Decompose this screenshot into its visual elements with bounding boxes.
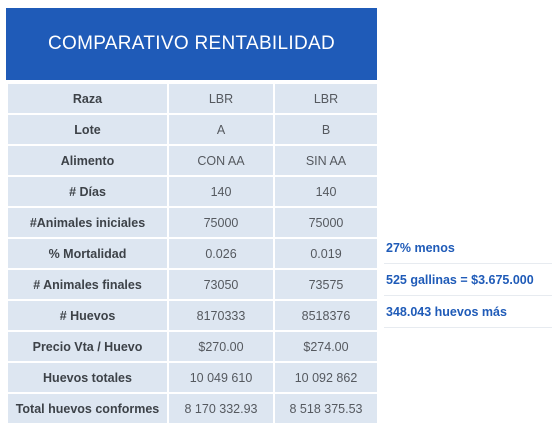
table-row: # Días 140 140 (6, 175, 379, 208)
note-mortality: 27% menos (384, 232, 552, 264)
row-label: Precio Vta / Huevo (6, 330, 169, 363)
cell-lote-a: 0.026 (167, 237, 275, 270)
table-row: #Animales iniciales 75000 75000 (6, 206, 379, 239)
table-title: COMPARATIVO RENTABILIDAD (6, 8, 377, 82)
cell-lote-b: B (273, 113, 379, 146)
cell-lote-b: $274.00 (273, 330, 379, 363)
row-label: % Mortalidad (6, 237, 169, 270)
cell-lote-a: 75000 (167, 206, 275, 239)
note-hens-value: 525 gallinas = $3.675.000 (384, 264, 552, 296)
table-row: Lote A B (6, 113, 379, 146)
table-row: Raza LBR LBR (6, 82, 379, 115)
side-notes: 27% menos 525 gallinas = $3.675.000 348.… (384, 232, 552, 328)
row-label: #Animales iniciales (6, 206, 169, 239)
cell-lote-b: 75000 (273, 206, 379, 239)
cell-lote-b: SIN AA (273, 144, 379, 177)
table-row: Alimento CON AA SIN AA (6, 144, 379, 177)
cell-lote-a: 10 049 610 (167, 361, 275, 394)
row-label: Total huevos conformes (6, 392, 169, 425)
row-label: # Animales finales (6, 268, 169, 301)
cell-lote-a: CON AA (167, 144, 275, 177)
cell-lote-a: LBR (167, 82, 275, 115)
cell-lote-a: A (167, 113, 275, 146)
table-row: % Mortalidad 0.026 0.019 (6, 237, 379, 270)
cell-lote-b: 0.019 (273, 237, 379, 270)
cell-lote-b: 8518376 (273, 299, 379, 332)
cell-lote-a: 140 (167, 175, 275, 208)
row-label: Lote (6, 113, 169, 146)
table-row: # Huevos 8170333 8518376 (6, 299, 379, 332)
data-grid: Raza LBR LBR Lote A B Alimento CON AA SI… (6, 82, 379, 425)
row-label: Alimento (6, 144, 169, 177)
cell-lote-b: 8 518 375.53 (273, 392, 379, 425)
table-row: Precio Vta / Huevo $270.00 $274.00 (6, 330, 379, 363)
row-label: # Huevos (6, 299, 169, 332)
cell-lote-a: 8 170 332.93 (167, 392, 275, 425)
row-label: # Días (6, 175, 169, 208)
cell-lote-a: 8170333 (167, 299, 275, 332)
cell-lote-b: 10 092 862 (273, 361, 379, 394)
table-row: Total huevos conformes 8 170 332.93 8 51… (6, 392, 379, 425)
cell-lote-a: 73050 (167, 268, 275, 301)
table-row: # Animales finales 73050 73575 (6, 268, 379, 301)
comparison-table: COMPARATIVO RENTABILIDAD Raza LBR LBR Lo… (6, 8, 379, 425)
row-label: Raza (6, 82, 169, 115)
row-label: Huevos totales (6, 361, 169, 394)
cell-lote-b: 140 (273, 175, 379, 208)
cell-lote-b: LBR (273, 82, 379, 115)
note-eggs-more: 348.043 huevos más (384, 296, 552, 328)
cell-lote-b: 73575 (273, 268, 379, 301)
cell-lote-a: $270.00 (167, 330, 275, 363)
table-row: Huevos totales 10 049 610 10 092 862 (6, 361, 379, 394)
